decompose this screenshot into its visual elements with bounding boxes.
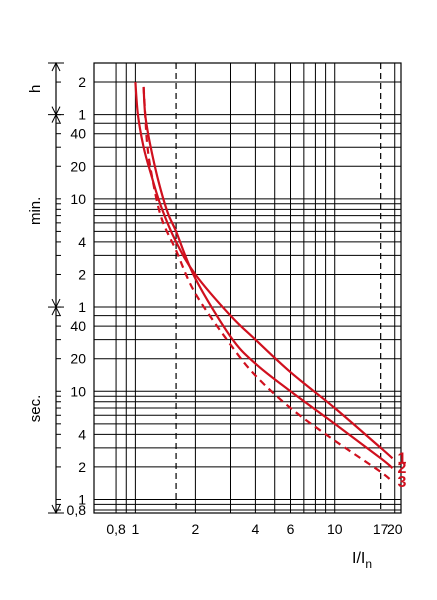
y-tick-label: 20 [70, 351, 86, 367]
y-section-label: h [27, 85, 44, 93]
y-tick-label: 0,8 [67, 502, 87, 518]
x-tick-label: 20 [387, 521, 403, 537]
arrow-down-icon [51, 504, 61, 515]
series-label-2: 2 [398, 460, 407, 477]
curves: 123 [134, 82, 407, 491]
y-tick-label: 4 [78, 234, 86, 250]
x-tick-label: 6 [287, 521, 295, 537]
x-tick-label: 0,8 [106, 521, 126, 537]
series-label-1: 1 [398, 450, 407, 467]
y-tick-label: 10 [70, 191, 86, 207]
y-tick-label: 1 [78, 491, 86, 507]
x-tick-label: 17 [373, 521, 389, 537]
y-tick-label: 2 [78, 459, 86, 475]
series-curve-1 [134, 82, 394, 460]
y-tick-label: 40 [70, 318, 86, 334]
y-tick-label: 10 [70, 383, 86, 399]
x-tick-label: 4 [252, 521, 260, 537]
x-axis-title: I/In [352, 550, 372, 571]
y-tick-label: 40 [70, 126, 86, 142]
y-tick-label: 1 [78, 107, 86, 123]
y-tick-label: 20 [70, 158, 86, 174]
series-curve-3 [142, 86, 394, 483]
plot-frame [93, 62, 402, 514]
x-tick-label: 10 [327, 521, 343, 537]
arrow-up-icon [51, 61, 61, 72]
y-tick-label: 2 [78, 266, 86, 282]
y-section-label: sec. [27, 395, 44, 423]
series-label-3: 3 [398, 474, 407, 491]
series-curve-2 [142, 86, 394, 469]
x-axis-title-main: I/I [352, 550, 365, 567]
x-tick-label: 2 [191, 521, 199, 537]
x-tick-label: 1 [131, 521, 139, 537]
y-tick-label: 1 [78, 299, 86, 315]
y-tick-label: 2 [78, 74, 86, 90]
y-section-label: min. [27, 197, 44, 225]
x-axis-title-subscript: n [365, 557, 372, 571]
y-tick-label: 4 [78, 426, 86, 442]
